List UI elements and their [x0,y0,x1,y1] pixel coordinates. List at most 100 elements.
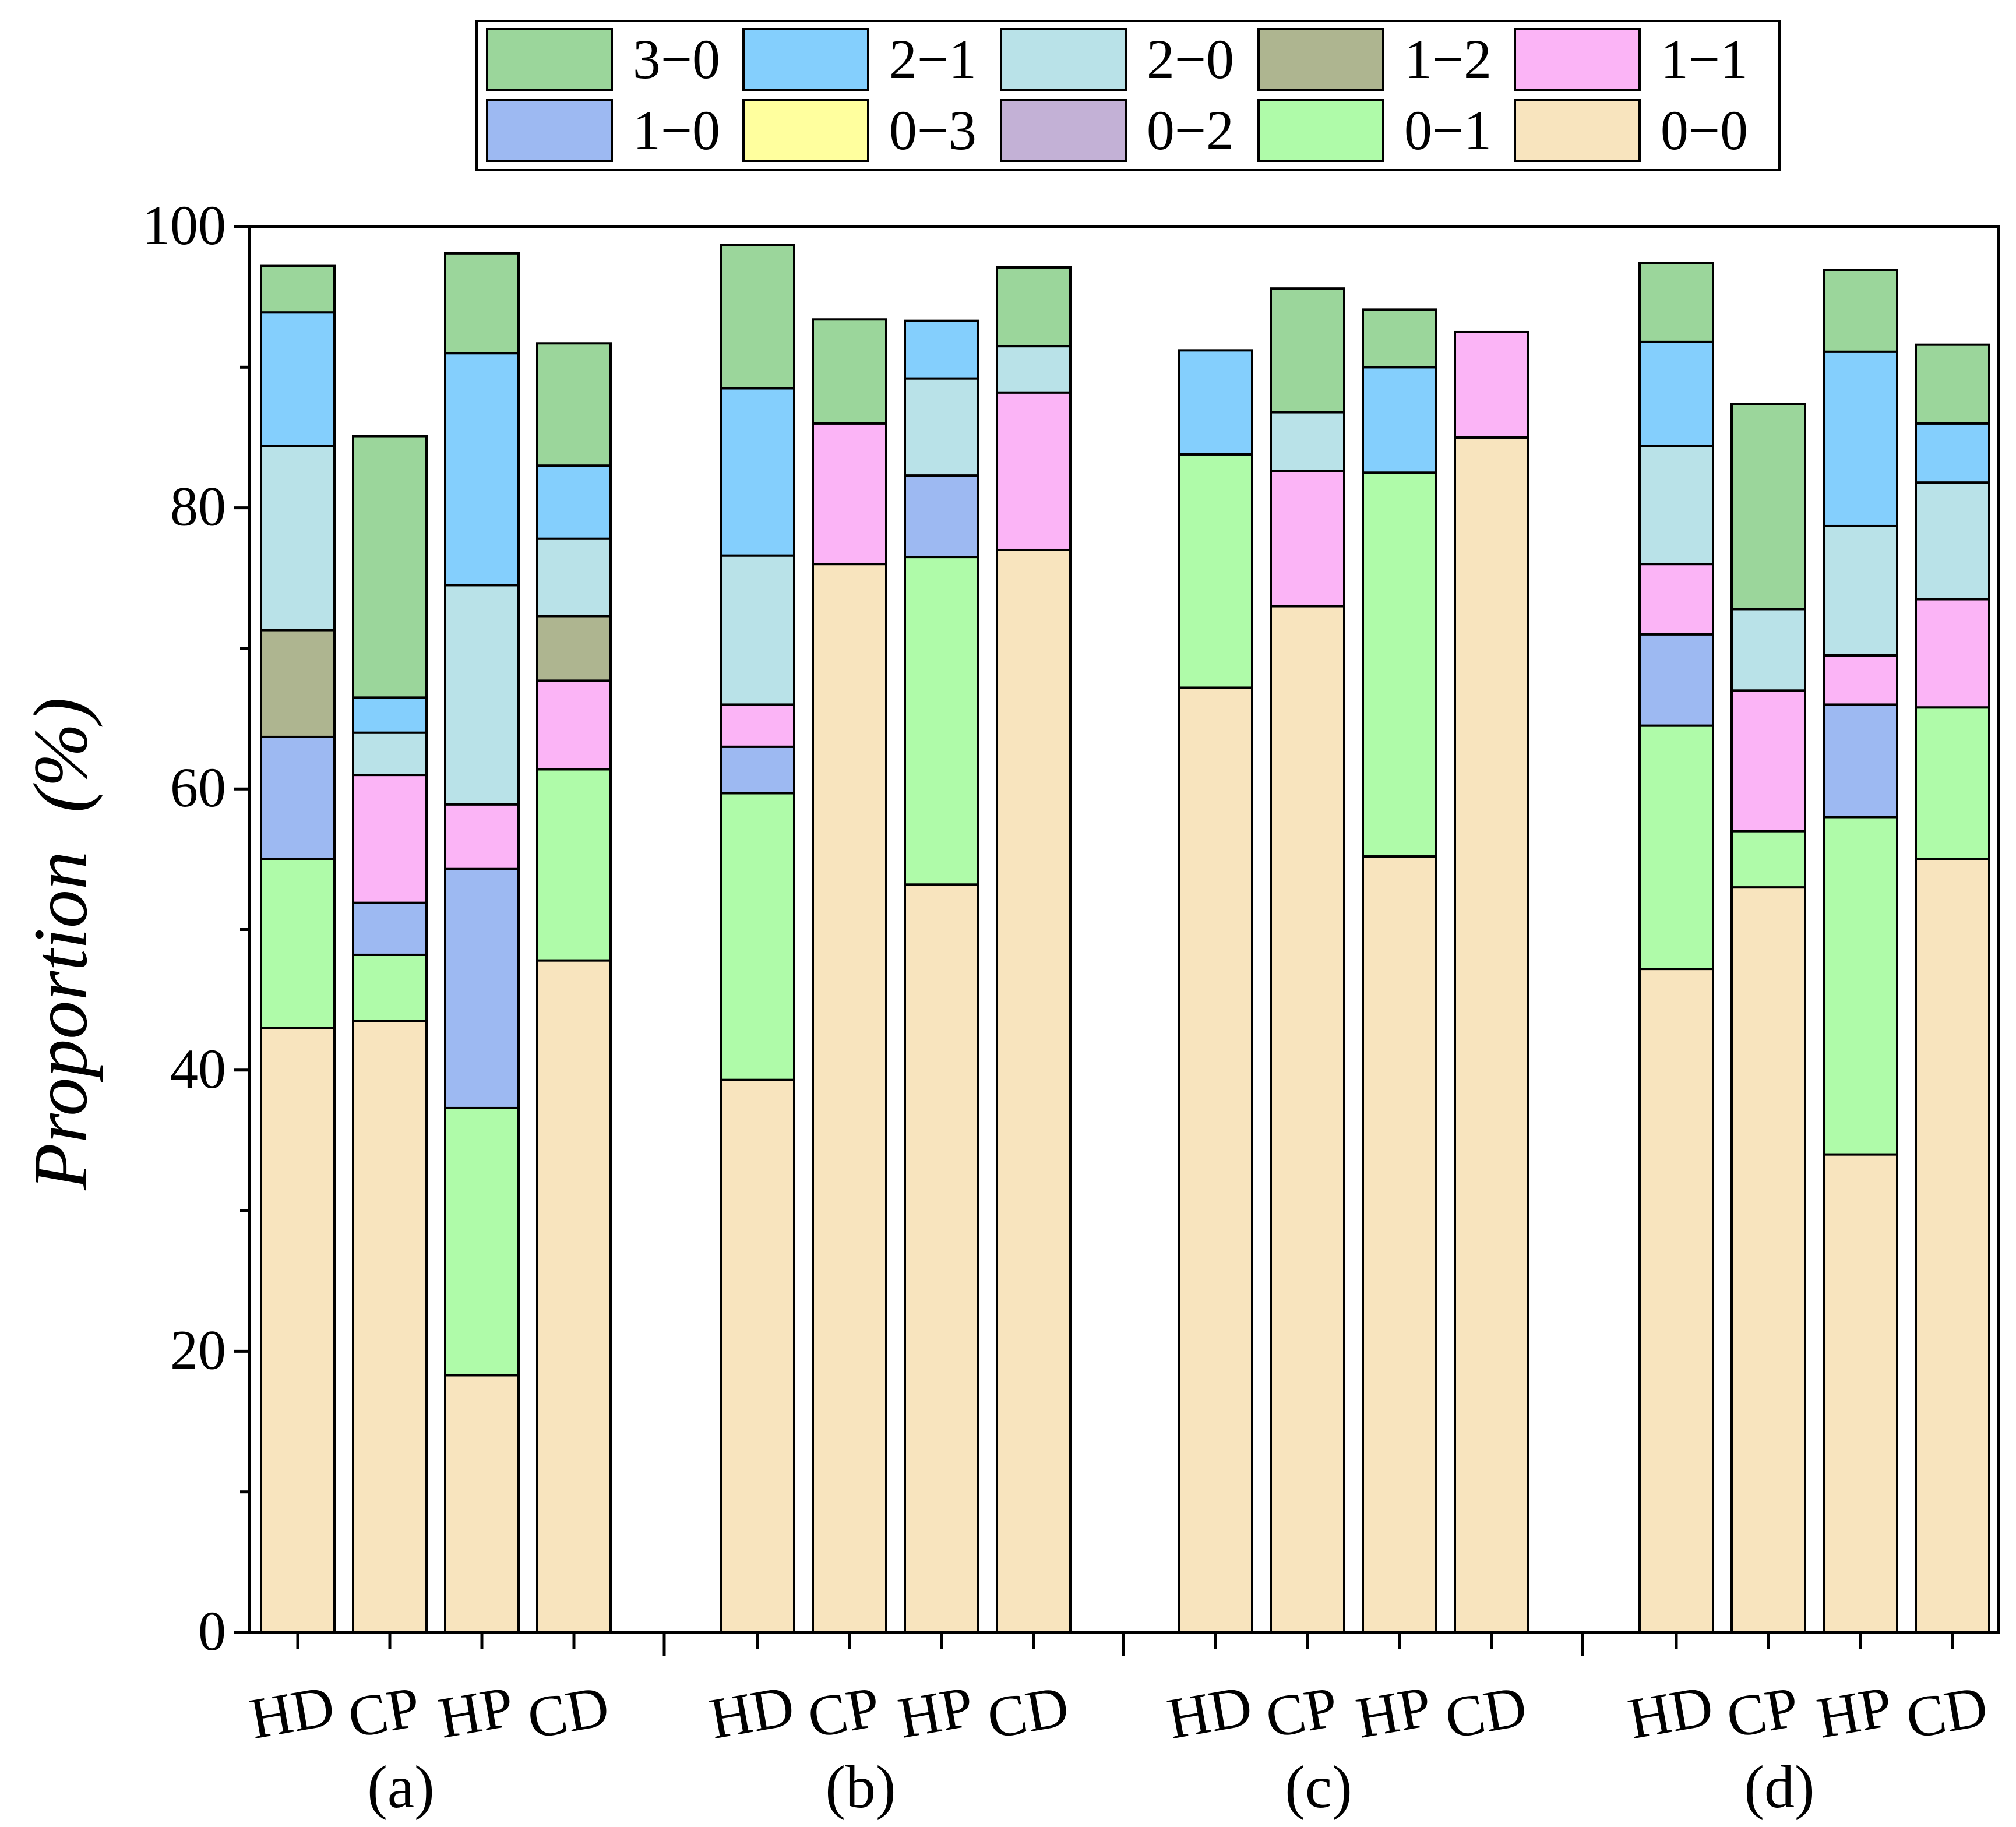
bar-segment-c-cp-2-0 [1270,411,1345,472]
bar-segment-d-cp-2-0 [1730,608,1806,692]
bar-segment-a-hd-1-2 [260,629,336,738]
bar-segment-c-cp-0-0 [1270,605,1345,1634]
bar-segment-a-hd-1-0 [260,735,336,860]
bar-segment-c-hp-0-0 [1362,855,1437,1634]
bar-segment-d-cp-1-1 [1730,689,1806,833]
bar-segment-c-cd-1-1 [1454,330,1529,439]
bar-segment-b-hd-2-1 [720,387,795,557]
bar-segment-b-cd-3-0 [996,266,1072,348]
x-tick-label: HD [1162,1673,1257,1751]
bar-segment-c-cp-3-0 [1270,287,1345,414]
bar-segment-a-cp-1-1 [352,774,428,904]
bar-segment-a-hp-1-0 [444,867,520,1109]
bar-segment-a-hd-2-0 [260,445,336,632]
x-tick-label: HD [1623,1673,1718,1751]
bar-segment-b-cp-3-0 [812,318,887,425]
legend-label: 0−2 [1147,99,1234,161]
bar-segment-d-hp-3-0 [1823,269,1898,353]
bar-segment-b-hp-2-0 [904,377,979,477]
y-axis: 0 20 40 60 80 100 [142,194,249,1662]
bar-segment-d-hd-3-0 [1638,262,1714,343]
bar-segment-c-hp-2-1 [1362,366,1437,474]
x-tick-label: HP [1813,1674,1897,1751]
bar-segment-b-cd-2-0 [996,345,1072,394]
x-tick-label: CD [1440,1673,1531,1751]
y-tick-label: 60 [170,756,226,819]
bar-segment-b-hd-3-0 [720,244,795,390]
bar-segment-a-cp-1-0 [352,901,428,956]
bar-segment-c-hp-0-1 [1362,471,1437,858]
bar-segment-a-hd-0-1 [260,858,336,1029]
bar-segment-a-cp-0-1 [352,953,428,1022]
y-axis-label: Proportion (%) [17,697,103,1191]
x-tick-label: CD [1901,1673,1992,1751]
bar-segment-c-hd-0-0 [1178,686,1253,1634]
y-tick-label: 40 [170,1038,226,1100]
bar-segment-d-cd-0-1 [1915,706,1990,860]
bar-segment-d-hp-2-1 [1823,350,1898,527]
bar-segment-d-hp-1-1 [1823,654,1898,706]
bar-segment-a-cp-3-0 [352,435,428,699]
bar-segment-a-hp-2-1 [444,352,520,587]
bar-segment-d-hp-2-0 [1823,524,1898,657]
x-tick-label: CP [343,1674,425,1751]
bar-segment-b-hd-0-0 [720,1078,795,1634]
bar-segment-a-cd-0-1 [536,768,612,962]
bar-segment-b-hd-0-1 [720,792,795,1081]
bar-segment-d-hd-2-1 [1638,340,1714,447]
legend-swatch-3-0 [486,28,613,91]
bar-segment-b-hp-0-1 [904,556,979,886]
group-label: (b) [825,1754,896,1821]
legend-swatch-2-1 [742,28,869,91]
bar-segment-d-cp-0-0 [1730,886,1806,1634]
bar-segment-a-hp-1-1 [444,803,520,870]
bar-segment-b-hp-2-1 [904,319,979,380]
bar-segment-d-cp-0-1 [1730,830,1806,889]
legend-swatch-0-2 [1000,99,1127,162]
bar-segment-d-hd-1-0 [1638,633,1714,727]
bar-segment-a-hp-3-0 [444,252,520,355]
bar-segment-a-cd-0-0 [536,959,612,1634]
bar-segment-d-hd-2-0 [1638,445,1714,566]
group-label: (c) [1285,1754,1352,1821]
bar-segment-a-hp-0-1 [444,1106,520,1377]
bar-segment-d-cd-0-0 [1915,858,1990,1634]
legend-label: 1−1 [1661,28,1748,90]
x-tick-label: CD [523,1673,614,1751]
legend-label: 2−1 [889,28,977,90]
x-tick-label: HD [245,1673,339,1751]
bar-segment-c-cd-0-0 [1454,436,1529,1634]
y-tick-label: 100 [142,194,226,256]
bar-segment-b-cd-0-0 [996,548,1072,1634]
legend-swatch-0-0 [1514,99,1641,162]
x-tick-label: HP [1352,1674,1436,1751]
bar-segment-d-cd-1-1 [1915,598,1990,709]
legend-label: 3−0 [633,28,720,90]
bar-segment-d-hd-0-1 [1638,724,1714,971]
bar-segment-a-cp-2-1 [352,696,428,734]
x-tick-label: HD [704,1673,799,1751]
legend-swatch-1-0 [486,99,613,162]
legend-label: 0−0 [1661,99,1748,161]
legend-label: 0−1 [1404,99,1492,161]
bar-segment-d-cp-3-0 [1730,403,1806,611]
bar-segment-d-hp-0-1 [1823,816,1898,1156]
legend: 3−0 2−1 2−0 1−2 1−1 1−0 0−3 0−2 0−1 0−0 [475,20,1781,171]
bar-segment-a-hd-2-1 [260,311,336,447]
bar-segment-c-hd-0-1 [1178,453,1253,689]
bar-segment-c-cp-1-1 [1270,470,1345,608]
bar-segment-b-cd-1-1 [996,391,1072,551]
bar-segment-d-cd-2-1 [1915,422,1990,484]
bar-segment-d-hp-1-0 [1823,703,1898,819]
x-tick-label: HP [894,1674,978,1751]
legend-label: 2−0 [1147,28,1234,90]
bars [260,244,1990,1634]
legend-swatch-1-2 [1257,28,1384,91]
bar-segment-c-hd-2-1 [1178,349,1253,456]
bar-segment-a-hd-3-0 [260,264,336,314]
bar-segment-c-hp-3-0 [1362,308,1437,369]
x-tick-label: HP [434,1674,519,1751]
legend-swatch-0-1 [1257,99,1384,162]
x-tick-label: CP [1722,1674,1803,1751]
legend-swatch-1-1 [1514,28,1641,91]
